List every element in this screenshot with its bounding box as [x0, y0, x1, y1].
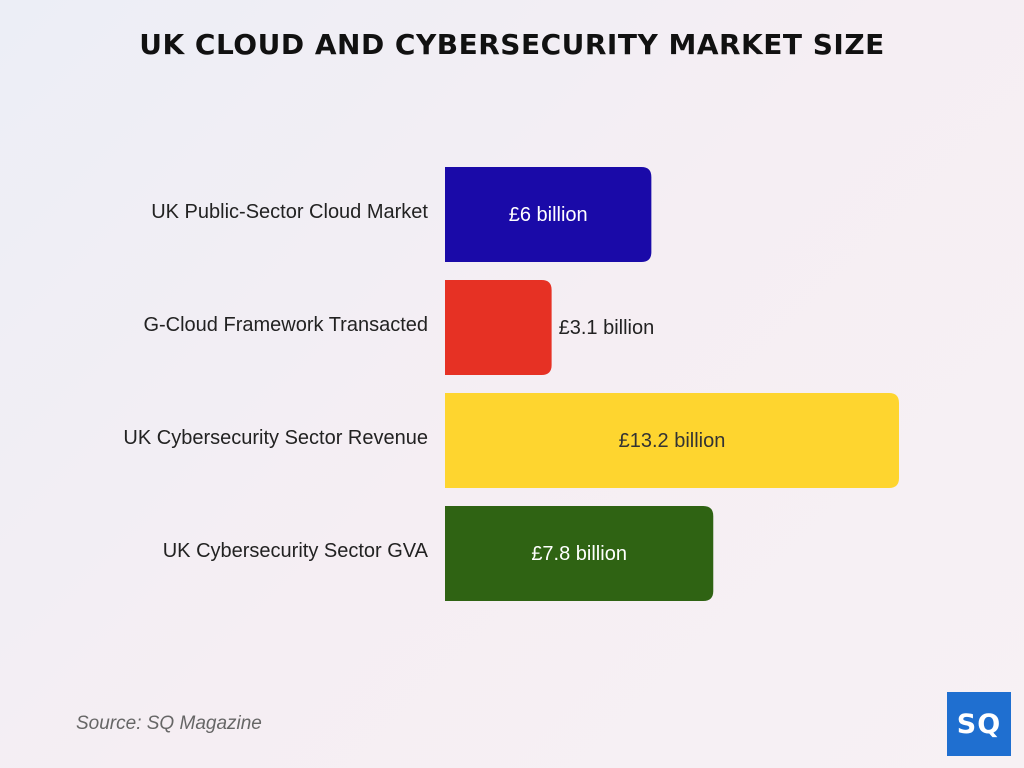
bar-4: [445, 506, 714, 601]
chart-title: UK CLOUD AND CYBERSECURITY MARKET SIZE: [139, 28, 885, 61]
bar-2: [445, 280, 552, 375]
category-label-2: G-Cloud Framework Transacted: [143, 314, 428, 336]
value-label-2: £3.1 billion: [559, 317, 655, 339]
bar-1: [445, 167, 652, 262]
bar-3: [445, 393, 899, 488]
category-label-1: UK Public-Sector Cloud Market: [151, 201, 428, 223]
value-label-1: £6 billion: [509, 204, 588, 226]
category-label-3: UK Cybersecurity Sector Revenue: [123, 427, 428, 449]
source-note: Source: SQ Magazine: [76, 713, 262, 734]
value-label-3: £13.2 billion: [619, 430, 726, 452]
value-label-4: £7.8 billion: [531, 543, 627, 565]
brand-logo: SQ: [947, 692, 1011, 756]
category-label-4: UK Cybersecurity Sector GVA: [163, 540, 429, 562]
